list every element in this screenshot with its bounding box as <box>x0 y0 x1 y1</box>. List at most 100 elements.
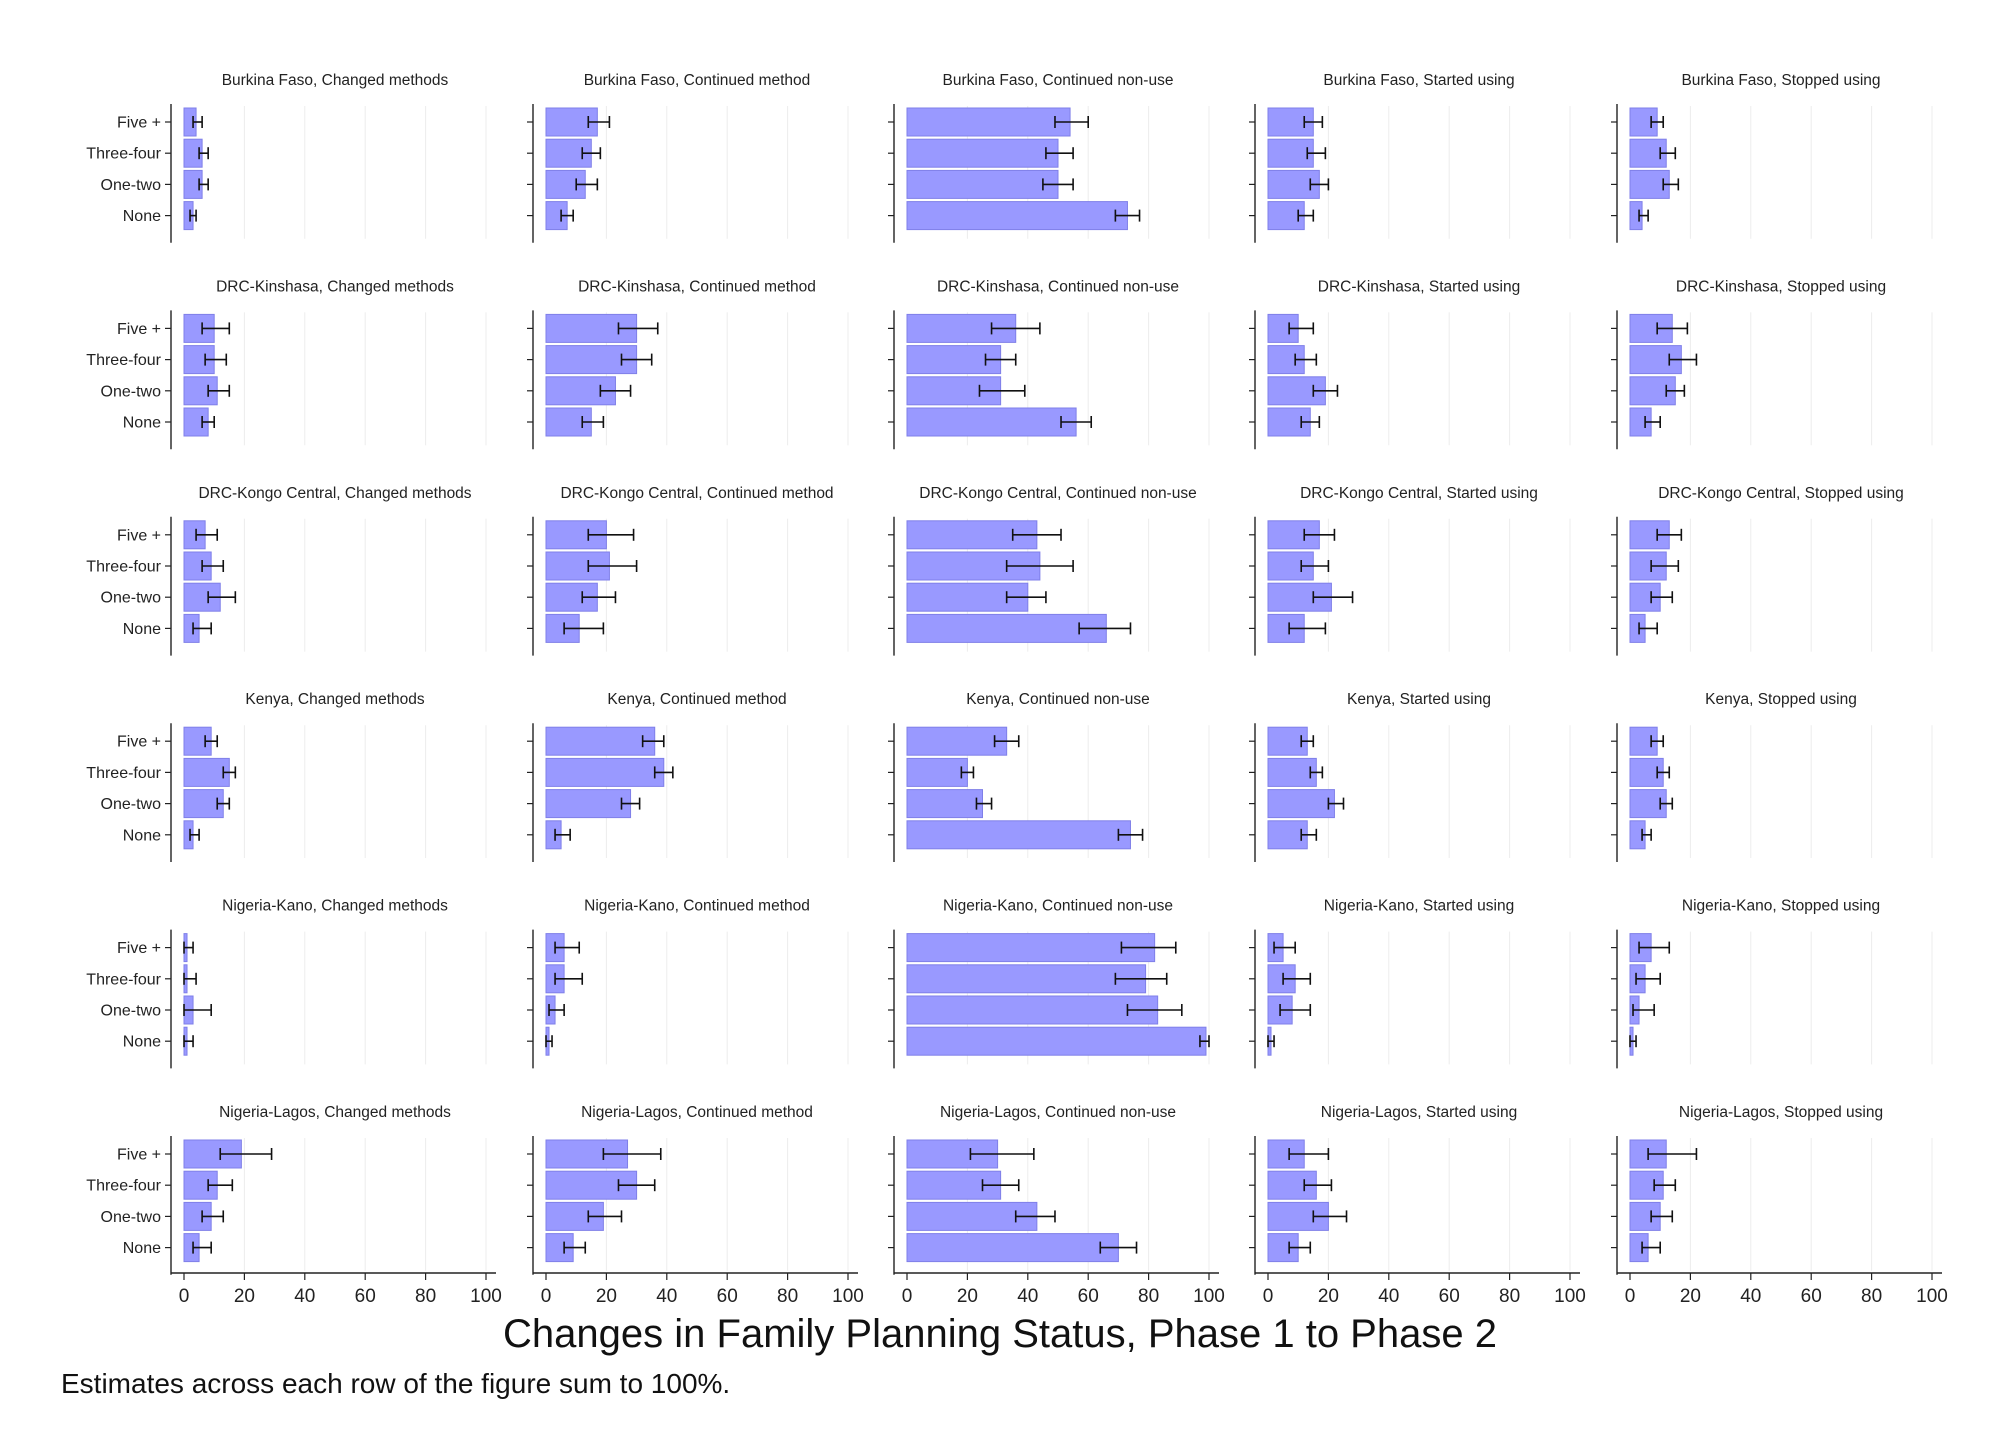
facet-panel: DRC-Kinshasa, Continued method <box>527 278 849 450</box>
y-tick-label: Three-four <box>86 1178 161 1195</box>
x-tick-label: 60 <box>1439 1286 1460 1307</box>
bar <box>545 726 656 756</box>
x-axis-title: Changes in Family Planning Status, Phase… <box>503 1312 1497 1356</box>
x-tick-label: 80 <box>1138 1286 1159 1307</box>
bar <box>1267 789 1335 819</box>
bar <box>906 169 1059 199</box>
x-tick-label: 100 <box>832 1286 864 1307</box>
bar <box>906 789 983 819</box>
panel-title: Nigeria-Kano, Started using <box>1324 898 1514 915</box>
y-tick-label: One-two <box>101 1209 162 1226</box>
panel-title: DRC-Kongo Central, Started using <box>1300 485 1538 502</box>
bar <box>906 1233 1119 1263</box>
panel-title: DRC-Kinshasa, Stopped using <box>1676 278 1886 295</box>
x-tick-label: 100 <box>470 1286 502 1307</box>
panel-title: DRC-Kinshasa, Continued non-use <box>937 278 1179 295</box>
panel-title: Nigeria-Lagos, Continued non-use <box>940 1104 1176 1121</box>
panel-title: Nigeria-Lagos, Changed methods <box>219 1104 451 1121</box>
x-tick-label: 80 <box>1499 1286 1520 1307</box>
bar <box>906 1026 1207 1056</box>
panel-title: Nigeria-Kano, Continued non-use <box>943 898 1173 915</box>
x-tick-label: 60 <box>1801 1286 1822 1307</box>
y-tick-label: One-two <box>101 1003 162 1020</box>
panel-title: Burkina Faso, Continued non-use <box>943 72 1174 89</box>
x-tick-label: 80 <box>415 1286 436 1307</box>
panel-title: Kenya, Continued non-use <box>966 691 1150 708</box>
y-tick-label: Three-four <box>86 146 161 163</box>
panel-title: Nigeria-Kano, Stopped using <box>1682 898 1880 915</box>
panel-title: Kenya, Stopped using <box>1705 691 1857 708</box>
panel-title: DRC-Kinshasa, Started using <box>1318 278 1520 295</box>
x-tick-label: 80 <box>777 1286 798 1307</box>
y-tick-label: One-two <box>101 590 162 607</box>
bar <box>906 933 1156 963</box>
facet-panel: Burkina Faso, Started using <box>1249 72 1571 243</box>
x-tick-label: 40 <box>294 1286 315 1307</box>
x-tick-label: 100 <box>1554 1286 1586 1307</box>
facet-panel: Nigeria-Lagos, Started using <box>1249 1104 1571 1275</box>
y-tick-label: One-two <box>101 177 162 194</box>
x-tick-label: 20 <box>1318 1286 1339 1307</box>
facet-panel: Burkina Faso, Continued method <box>527 72 849 243</box>
bar <box>1267 520 1320 550</box>
y-tick-label: None <box>123 827 161 844</box>
facet-panel: Nigeria-Kano, Continued method <box>527 898 849 1069</box>
facet-panel: Kenya, Changed methods Five + Three-four On… <box>86 691 487 862</box>
x-tick-label: 20 <box>596 1286 617 1307</box>
facet-panel: DRC-Kongo Central, Started using <box>1249 485 1571 656</box>
panel-title: DRC-Kongo Central, Changed methods <box>198 485 471 502</box>
facet-panel: DRC-Kinshasa, Stopped using <box>1611 278 1933 450</box>
y-tick-label: Three-four <box>86 352 161 369</box>
facet-panel: DRC-Kongo Central, Stopped using <box>1611 485 1933 656</box>
bar <box>906 407 1077 437</box>
bar <box>545 582 598 612</box>
panel-title: Nigeria-Kano, Changed methods <box>222 898 448 915</box>
facet-panel: Nigeria-Kano, Stopped using <box>1611 898 1933 1069</box>
y-tick-label: None <box>123 621 161 638</box>
panel-title: DRC-Kongo Central, Continued method <box>560 485 833 502</box>
y-tick-label: Three-four <box>86 559 161 576</box>
y-tick-label: Five + <box>117 321 161 338</box>
facet-panel: Kenya, Started using <box>1249 691 1571 862</box>
x-tick-label: 40 <box>1740 1286 1761 1307</box>
facet-panel: DRC-Kongo Central, Continued non-use <box>888 485 1210 656</box>
facet-panel: DRC-Kongo Central, Changed methods Five +… <box>86 485 487 656</box>
bar <box>1629 789 1667 819</box>
y-tick-label: Five + <box>117 527 161 544</box>
chart-note: Estimates across each row of the figure … <box>61 1368 731 1399</box>
panel-title: Burkina Faso, Started using <box>1323 72 1514 89</box>
x-tick-label: 0 <box>1263 1286 1274 1307</box>
facet-panel: Nigeria-Lagos, Continued method <box>527 1104 849 1275</box>
bar <box>906 757 968 787</box>
x-tick-label: 0 <box>902 1286 913 1307</box>
panel-title: DRC-Kongo Central, Stopped using <box>1658 485 1904 502</box>
x-tick-label: 20 <box>1680 1286 1701 1307</box>
x-tick-label: 60 <box>355 1286 376 1307</box>
x-tick-label: 0 <box>1625 1286 1636 1307</box>
facet-panel: Nigeria-Lagos, Continued non-use <box>888 1104 1210 1275</box>
x-tick-label: 40 <box>1378 1286 1399 1307</box>
panel-title: Nigeria-Lagos, Started using <box>1321 1104 1517 1121</box>
panel-title: DRC-Kinshasa, Changed methods <box>216 278 454 295</box>
x-tick-label: 40 <box>656 1286 677 1307</box>
bar <box>906 201 1128 231</box>
panel-title: Burkina Faso, Stopped using <box>1681 72 1880 89</box>
panel-title: Nigeria-Kano, Continued method <box>584 898 810 915</box>
panel-title: Nigeria-Lagos, Continued method <box>581 1104 813 1121</box>
panel-title: Burkina Faso, Continued method <box>584 72 811 89</box>
panel-title: Kenya, Continued method <box>607 691 786 708</box>
x-tick-label: 100 <box>1193 1286 1225 1307</box>
y-tick-label: None <box>123 1034 161 1051</box>
y-tick-label: Five + <box>117 734 161 751</box>
facet-panel: DRC-Kinshasa, Continued non-use <box>888 278 1210 450</box>
bar <box>183 757 230 787</box>
facet-panel: Nigeria-Kano, Continued non-use <box>888 898 1210 1069</box>
bar <box>906 820 1131 850</box>
bar <box>1267 757 1317 787</box>
facet-panel: Nigeria-Kano, Started using <box>1249 898 1571 1069</box>
bar <box>906 613 1107 643</box>
bar <box>1267 138 1314 168</box>
x-tick-label: 20 <box>957 1286 978 1307</box>
facet-panel: Burkina Faso, Continued non-use <box>888 72 1210 243</box>
